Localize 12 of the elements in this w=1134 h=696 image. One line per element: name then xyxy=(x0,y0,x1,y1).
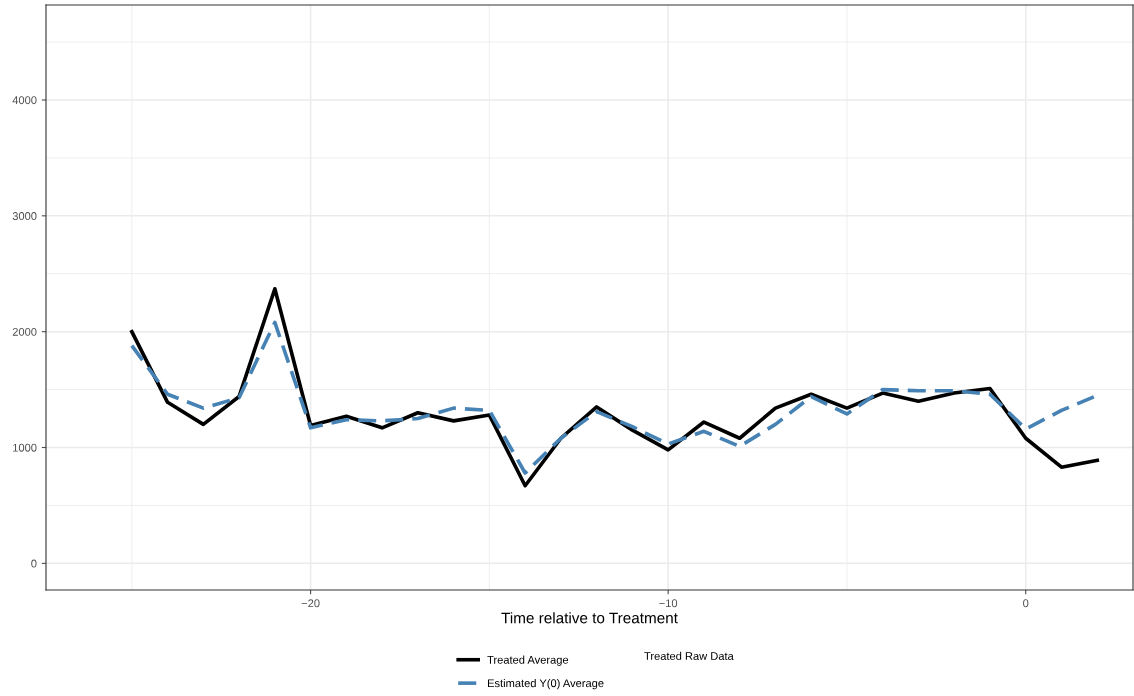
text: Treated Raw Data xyxy=(644,651,734,660)
y-tick-label: 1000 xyxy=(13,443,37,452)
x-tick-label: −10 xyxy=(659,599,678,608)
legend-label: Estimated Y(0) Average xyxy=(487,678,604,690)
x-tick-label: −20 xyxy=(301,599,320,608)
y-tick-label: 3000 xyxy=(12,212,37,220)
y-tick-label: 4000 xyxy=(12,96,37,105)
y-tick-label: 2000 xyxy=(12,327,37,336)
y-tick-label: 0 xyxy=(31,559,37,568)
x-axis-title: Time relative to Treatment xyxy=(501,612,678,624)
x-tick-label: 0 xyxy=(1023,599,1029,608)
legend-label: Treated Average xyxy=(487,655,569,666)
